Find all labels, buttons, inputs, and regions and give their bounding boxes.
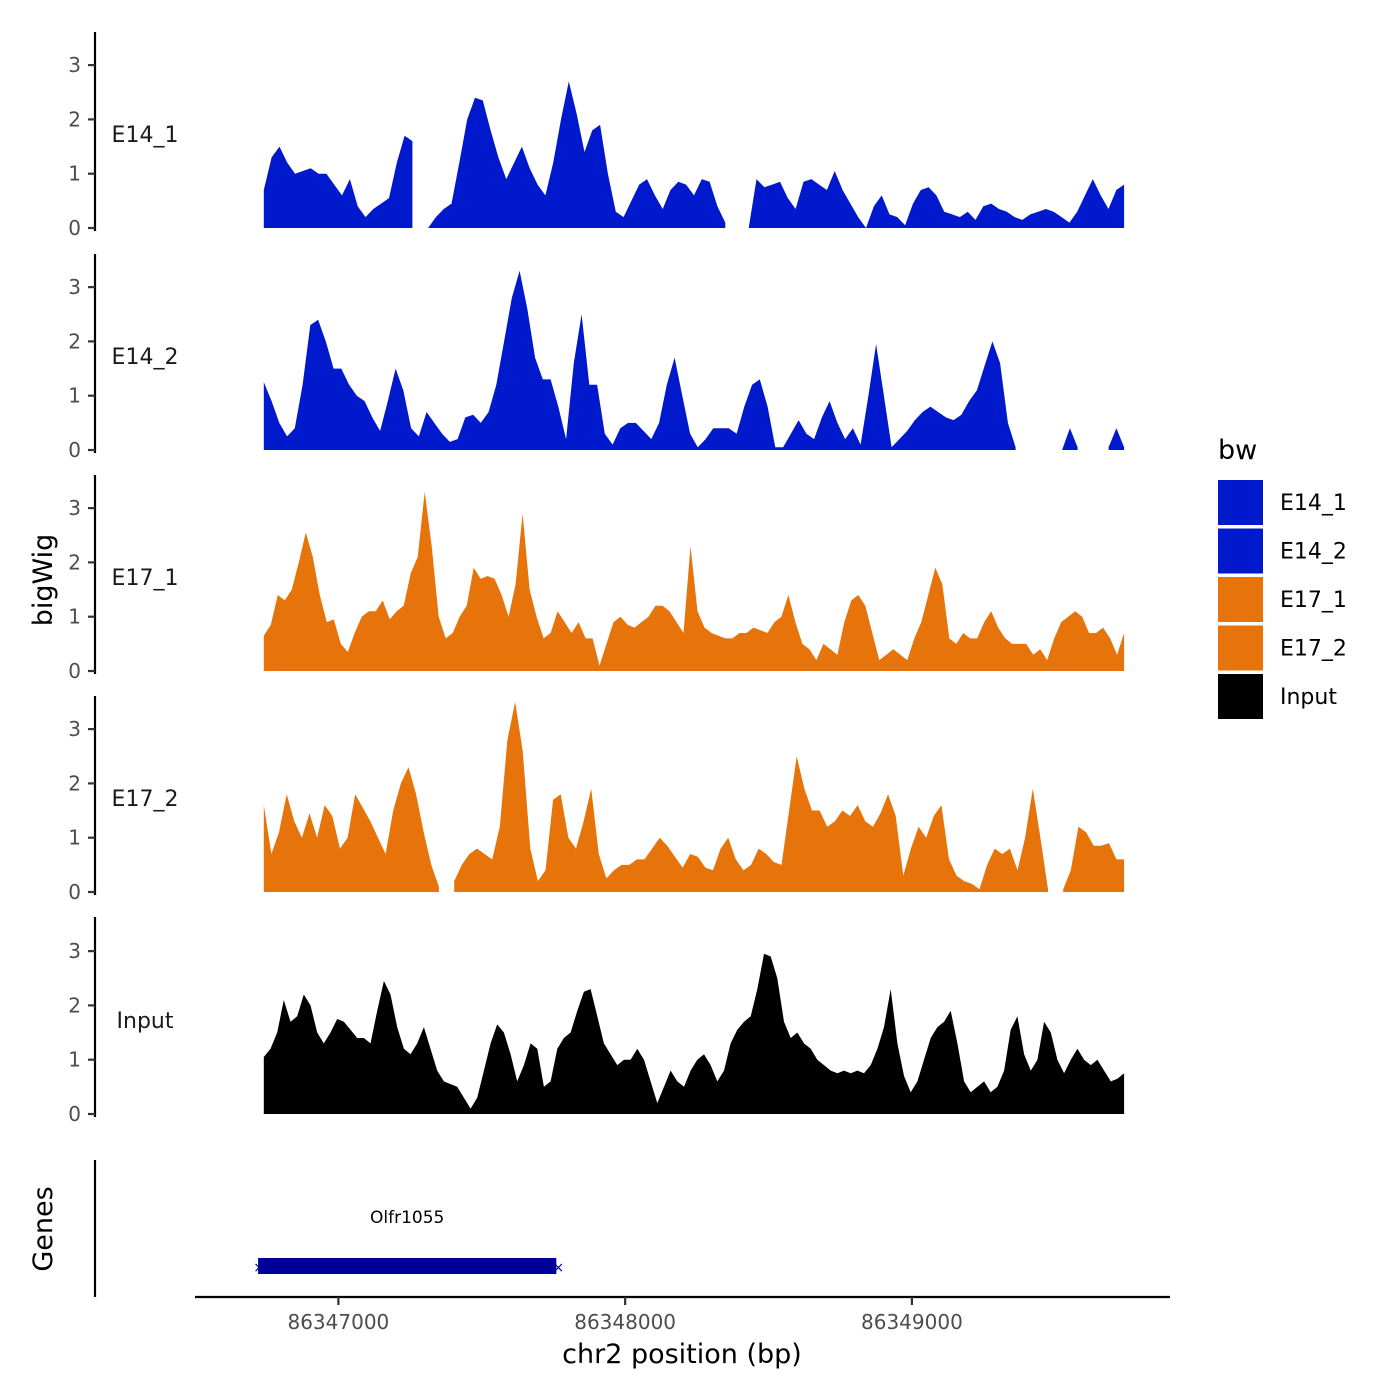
legend-swatch-E14_2 — [1218, 528, 1263, 574]
signal-area-E17_2-seg0 — [263, 767, 439, 892]
track-panels: 0 1 2 3 E14_1 0 1 2 3 E14_2 0 1 2 3 E17_1 0 1 2 3 E17_2 0 1 2 3… — [68, 32, 1125, 1126]
y-tick-label: 3 — [68, 717, 81, 741]
y-tick-label: 3 — [68, 53, 81, 77]
signal-area-E14_1-seg0 — [263, 135, 413, 228]
legend-title: bw — [1218, 435, 1257, 466]
track-label-E14_2: E14_2 — [112, 345, 179, 370]
x-axis: 86347000 86348000 86349000 — [195, 1295, 1170, 1334]
track-Input: 0 1 2 3 Input — [68, 917, 1125, 1126]
track-label-E17_2: E17_2 — [112, 787, 179, 812]
gene-label-Olfr1055: Olfr1055 — [370, 1208, 444, 1228]
y-tick-label: 3 — [68, 496, 81, 520]
signal-area-E17_2-seg1 — [454, 702, 1048, 892]
signal-area-E17_1-seg0 — [263, 491, 1125, 671]
y-tick-label: 2 — [68, 993, 81, 1017]
x-tick-label: 86348000 — [574, 1310, 676, 1334]
gene-track-panel: × × Olfr1055 — [93, 1160, 564, 1297]
track-label-E14_1: E14_1 — [112, 123, 179, 148]
track-label-Input: Input — [117, 1009, 174, 1034]
legend-label-E14_2: E14_2 — [1280, 540, 1347, 565]
y-tick-label: 0 — [68, 216, 81, 240]
x-tick-label: 86347000 — [287, 1310, 389, 1334]
y-tick-label: 0 — [68, 659, 81, 683]
y-tick-label: 2 — [68, 550, 81, 574]
signal-area-E17_2-seg2 — [1063, 826, 1125, 892]
signal-area-E14_2-seg1 — [1062, 428, 1078, 450]
y-tick-label: 1 — [68, 826, 81, 850]
signal-area-E14_2-seg2 — [1108, 428, 1125, 450]
signal-area-E14_2-seg0 — [263, 270, 1016, 450]
y-tick-label: 2 — [68, 329, 81, 353]
y-tick-label: 1 — [68, 1048, 81, 1072]
legend-swatch-Input — [1218, 674, 1263, 719]
track-label-E17_1: E17_1 — [112, 566, 179, 591]
y-tick-label: 1 — [68, 162, 81, 186]
y-tick-label: 2 — [68, 771, 81, 795]
legend-label-Input: Input — [1280, 685, 1337, 710]
y-tick-label: 1 — [68, 605, 81, 629]
genes-track-title: Genes — [28, 1186, 59, 1271]
legend: bw E14_1 E14_2 E17_1 E17_2 Input — [1218, 435, 1347, 719]
gene-strand-arrow: × — [253, 1260, 265, 1276]
y-tick-label: 3 — [68, 939, 81, 963]
y-axis-title: bigWig — [28, 534, 59, 627]
legend-swatch-E14_1 — [1218, 480, 1263, 525]
y-tick-label: 2 — [68, 107, 81, 131]
legend-swatch-E17_2 — [1218, 625, 1263, 671]
y-tick-label: 1 — [68, 384, 81, 408]
signal-area-Input-seg0 — [263, 953, 1125, 1114]
x-tick-label: 86349000 — [861, 1310, 963, 1334]
legend-label-E17_2: E17_2 — [1280, 637, 1347, 662]
gene-strand-arrow: × — [552, 1260, 564, 1276]
legend-swatch-E17_1 — [1218, 577, 1263, 622]
x-axis-title: chr2 position (bp) — [562, 1339, 802, 1370]
y-tick-label: 0 — [68, 438, 81, 462]
y-tick-label: 0 — [68, 1102, 81, 1126]
track-E17_2: 0 1 2 3 E17_2 — [68, 696, 1125, 904]
track-E14_2: 0 1 2 3 E14_2 — [68, 254, 1125, 462]
y-tick-label: 0 — [68, 880, 81, 904]
signal-area-E14_1-seg2 — [748, 171, 1125, 228]
track-E14_1: 0 1 2 3 E14_1 — [68, 32, 1125, 240]
legend-label-E17_1: E17_1 — [1280, 588, 1347, 613]
y-tick-label: 3 — [68, 275, 81, 299]
track-E17_1: 0 1 2 3 E17_1 — [68, 475, 1125, 683]
signal-area-E14_1-seg1 — [428, 81, 726, 229]
legend-label-E14_1: E14_1 — [1280, 491, 1347, 516]
gene-body-Olfr1055 — [258, 1258, 557, 1274]
